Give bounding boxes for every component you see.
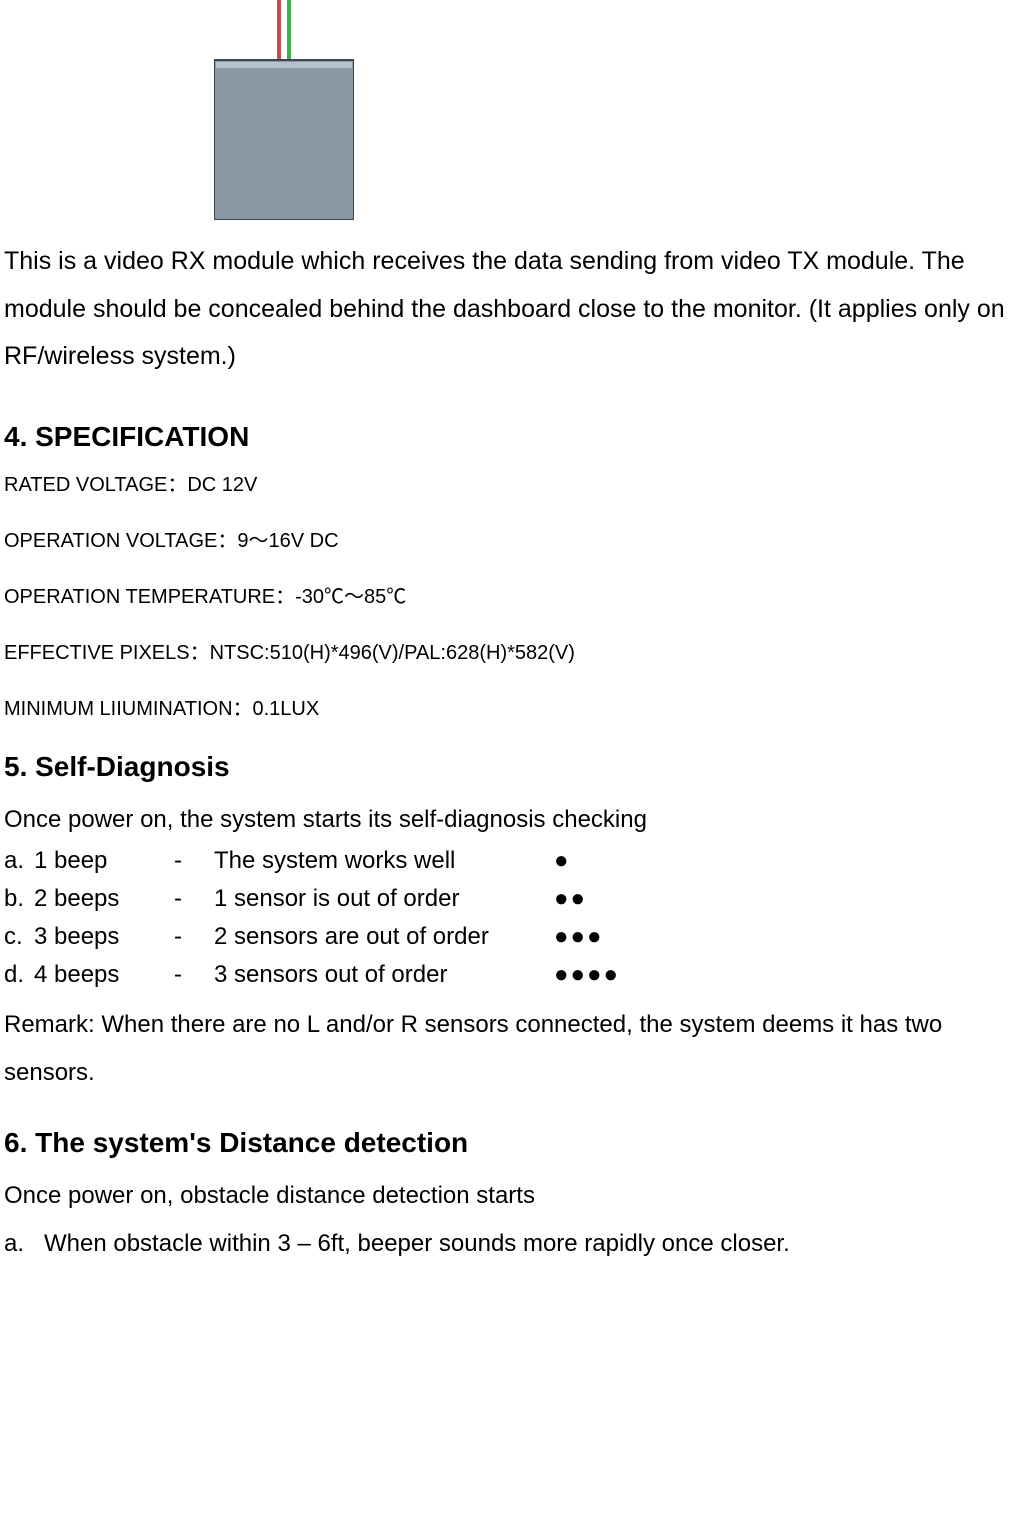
dot-icon: ●●●● <box>554 963 620 987</box>
diag-beeps: 1 beep <box>34 849 174 873</box>
diag-row: d. 4 beeps - 3 sensors out of order ●●●● <box>4 963 1008 987</box>
self-diagnosis-intro: Once power on, the system starts its sel… <box>4 801 1008 839</box>
diag-beeps: 4 beeps <box>34 963 174 987</box>
diag-label: b. <box>4 887 34 911</box>
diag-label: d. <box>4 963 34 987</box>
spec-rated-voltage: RATED VOLTAGE：DC 12V <box>4 471 1008 499</box>
document-page: This is a video RX module which receives… <box>0 0 1012 1538</box>
diag-beeps: 3 beeps <box>34 925 174 949</box>
section-6-heading: 6. The system's Distance detection <box>4 1127 1008 1159</box>
spec-operation-temperature: OPERATION TEMPERATURE：-30℃～85℃ <box>4 583 1008 611</box>
rx-module-illustration <box>214 0 354 220</box>
diag-desc: The system works well <box>214 849 554 873</box>
detect-label: a. <box>4 1225 44 1263</box>
detect-text: When obstacle within 3 – 6ft, beeper sou… <box>44 1225 790 1263</box>
diag-label: a. <box>4 849 34 873</box>
diag-dash: - <box>174 963 214 987</box>
section-4-heading: 4. SPECIFICATION <box>4 421 1008 453</box>
diag-desc: 3 sensors out of order <box>214 963 554 987</box>
diag-desc: 2 sensors are out of order <box>214 925 554 949</box>
spec-minimum-illumination: MINIMUM LIIUMINATION：0.1LUX <box>4 695 1008 723</box>
diag-dash: - <box>174 849 214 873</box>
rx-module-icon <box>214 0 354 220</box>
diag-desc: 1 sensor is out of order <box>214 887 554 911</box>
spec-operation-voltage: OPERATION VOLTAGE：9～16V DC <box>4 527 1008 555</box>
diag-row: c. 3 beeps - 2 sensors are out of order … <box>4 925 1008 949</box>
distance-detection-intro: Once power on, obstacle distance detecti… <box>4 1177 1008 1215</box>
diag-beeps: 2 beeps <box>34 887 174 911</box>
dot-icon: ●●● <box>554 925 604 949</box>
dot-icon: ● <box>554 849 571 873</box>
spec-effective-pixels: EFFECTIVE PIXELS：NTSC:510(H)*496(V)/PAL:… <box>4 639 1008 667</box>
diag-row: b. 2 beeps - 1 sensor is out of order ●● <box>4 887 1008 911</box>
section-5-heading: 5. Self-Diagnosis <box>4 751 1008 783</box>
diag-row: a. 1 beep - The system works well ● <box>4 849 1008 873</box>
intro-paragraph: This is a video RX module which receives… <box>4 238 1008 381</box>
diag-label: c. <box>4 925 34 949</box>
dot-icon: ●● <box>554 887 587 911</box>
diag-dash: - <box>174 925 214 949</box>
distance-detection-line-a: a. When obstacle within 3 – 6ft, beeper … <box>4 1225 1008 1263</box>
diag-dash: - <box>174 887 214 911</box>
self-diagnosis-remark: Remark: When there are no L and/or R sen… <box>4 1001 1008 1097</box>
self-diagnosis-table: a. 1 beep - The system works well ● b. 2… <box>4 849 1008 987</box>
